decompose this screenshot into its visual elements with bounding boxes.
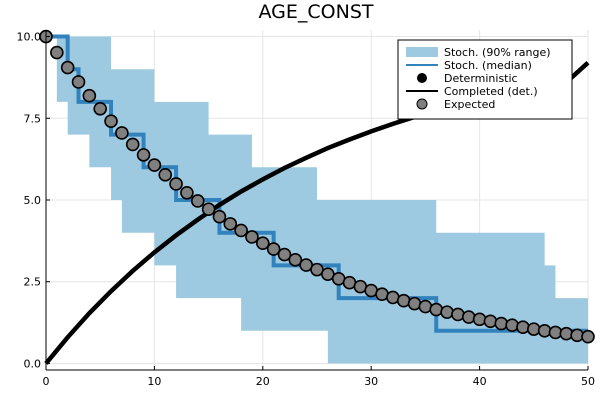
expected-point	[147, 158, 162, 172]
expected-point	[82, 88, 97, 103]
legend-swatch-band	[406, 47, 438, 57]
expected-point	[245, 230, 259, 244]
legend-swatch-expected	[416, 98, 428, 110]
expected-point	[581, 329, 595, 344]
expected-point	[277, 247, 292, 262]
legend-label: Stoch. (median)	[444, 59, 532, 72]
y-tick-label: 5.0	[24, 194, 42, 207]
expected-point	[266, 242, 281, 256]
axes: 0 10 20 30 40 50 0.0 2.5 5.0 7.5 10.0	[17, 30, 595, 388]
expected-point	[461, 310, 476, 324]
chart-title: AGE_CONST	[259, 1, 374, 23]
expected-point	[223, 217, 238, 231]
x-tick-label: 40	[473, 375, 487, 388]
expected-point	[537, 323, 552, 338]
plot-area	[39, 29, 595, 365]
expected-point	[526, 322, 541, 336]
expected-point	[505, 318, 519, 333]
expected-point	[212, 209, 227, 224]
expected-point	[255, 236, 270, 250]
expected-point	[115, 126, 129, 140]
expected-point	[104, 114, 118, 129]
legend-swatch-deterministic	[417, 73, 427, 83]
x-tick-label: 30	[364, 375, 378, 388]
expected-point	[50, 45, 64, 60]
y-tick-label: 7.5	[24, 112, 42, 125]
expected-point	[288, 253, 303, 267]
legend-label: Expected	[444, 98, 495, 111]
y-tick-label: 0.0	[24, 357, 42, 370]
expected-point	[516, 320, 530, 334]
expected-point	[440, 305, 454, 319]
expected-point	[451, 307, 465, 322]
expected-point	[483, 314, 498, 329]
expected-point	[93, 101, 107, 116]
expected-point	[136, 148, 151, 162]
expected-point	[60, 60, 75, 75]
x-tick-label: 20	[256, 375, 270, 388]
legend-label: Deterministic	[444, 72, 518, 85]
expected-point	[180, 186, 194, 200]
legend-label: Completed (det.)	[444, 85, 538, 98]
expected-point	[190, 194, 205, 208]
x-tick-label: 50	[581, 375, 595, 388]
expected-point	[559, 326, 574, 341]
expected-point	[429, 302, 444, 317]
expected-point	[234, 223, 248, 238]
expected-point	[201, 202, 216, 216]
stochastic-range-band	[46, 36, 588, 364]
expected-point	[494, 316, 509, 331]
expected-point	[125, 137, 140, 152]
legend: Stoch. (90% range)Stoch. (median)Determi…	[397, 39, 573, 120]
expected-point	[169, 177, 183, 191]
x-tick-label: 0	[43, 375, 50, 388]
expected-point	[71, 75, 86, 89]
expected-point	[158, 168, 173, 182]
y-tick-label: 2.5	[24, 276, 42, 289]
legend-label: Stoch. (90% range)	[444, 46, 551, 59]
x-tick-label: 10	[147, 375, 161, 388]
expected-point	[472, 312, 487, 327]
y-tick-label: 10.0	[17, 31, 42, 44]
